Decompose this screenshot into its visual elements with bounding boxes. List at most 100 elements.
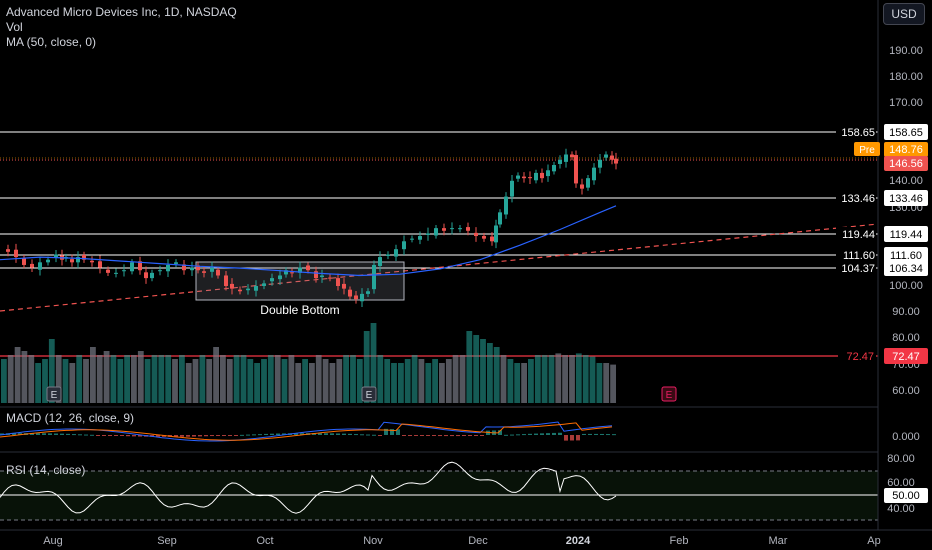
level-left-158: 158.65 [841,127,875,139]
volume-bar [124,355,130,403]
macd-hist-bar [114,435,118,436]
volume-bar [541,355,548,403]
candle [442,223,446,236]
volume-bar [213,347,219,403]
volume-bar [473,335,480,403]
macd-hist-bar [12,433,16,435]
macd-hist-bar [480,435,484,436]
volume-bar [555,353,562,403]
volume-bars [1,323,616,403]
volume-bar [398,363,404,403]
volume-bar [432,359,438,403]
candle [426,227,430,241]
macd-hist-bar [252,434,256,436]
candle [22,254,26,269]
macd-hist-bar [372,434,376,436]
earnings-marker-2-label: E [366,390,373,401]
macd-hist-bar [48,433,52,435]
candle [290,267,294,278]
candle [320,269,324,283]
volume-bar [377,355,384,403]
candle [458,224,462,233]
macd-hist-bar [210,435,214,437]
volume-bar [233,355,240,403]
volume-bar [69,363,76,403]
candle [614,152,618,170]
macd-hist-bar [54,433,58,435]
macd-hist-bar [594,433,598,435]
volume-bar [144,359,151,403]
time-label: Mar [769,535,788,547]
time-label: Oct [256,535,273,547]
volume-bar [76,355,83,403]
candle [522,172,526,183]
volume-bar [350,355,356,403]
candle [516,172,520,182]
volume-bar [14,347,21,403]
earnings-marker-future[interactable]: E [661,386,677,402]
macd-hist-bar [36,433,40,435]
macd-hist-bar [72,434,76,436]
volume-bar [528,359,534,403]
volume-bar [62,359,69,403]
volume-bar [363,331,370,403]
price-tick: 80.00 [892,332,920,344]
candle [306,262,310,274]
macd-legend[interactable]: MACD (12, 26, close, 9) [6,411,135,425]
volume-legend[interactable]: Vol [6,20,23,34]
volume-bar [466,331,473,403]
candle [378,251,382,272]
macd-hist-bar [246,434,250,436]
candle [540,168,544,183]
candle [284,267,288,278]
macd-hist-bar [468,435,472,436]
macd-hist-bar [240,434,244,436]
macd-hist-bar [336,433,340,435]
candle [122,264,126,277]
macd-hist-bar [312,433,316,435]
candle [328,274,332,282]
volume-bar [295,363,302,403]
candle [434,224,438,239]
earnings-marker-1[interactable]: E [46,386,62,402]
macd-hist-bar [204,435,208,437]
candle [482,232,486,242]
rsi-legend[interactable]: RSI (14, close) [6,463,86,477]
level-axis-badges: 158.65 133.46 119.44 111.60 106.34 72.47 [884,124,928,364]
symbol-title[interactable]: Advanced Micro Devices Inc, 1D, NASDAQ [6,5,237,19]
candle [70,254,74,267]
volume-bar [110,355,117,403]
candle [174,259,178,268]
macd-hist-bar [108,435,112,436]
currency-button[interactable]: USD [883,3,925,25]
time-label: Dec [468,535,488,547]
macd-hist-bar [606,434,610,436]
macd-hist-bar [402,435,406,436]
earnings-marker-2[interactable]: E [361,386,377,402]
volume-bar [247,359,254,403]
volume-bar [302,359,308,403]
macd-hist-bar [318,433,322,435]
macd-hist-bar [330,433,334,435]
volume-bar [267,355,274,403]
rsi-level-badge: 50.00 [892,490,920,502]
volume-bar [274,355,281,403]
ma-legend[interactable]: MA (50, close, 0) [6,35,97,49]
volume-bar [589,356,596,403]
candle [158,265,162,276]
macd-hist-bar [342,433,346,435]
time-axis[interactable]: Aug Sep Oct Nov Dec 2024 Feb Mar Ap [0,529,932,547]
volume-bar [439,363,445,403]
volume-bar [55,355,62,403]
macd-hist-bar [270,433,274,435]
macd-hist-bar [126,435,130,437]
rsi-tick-60: 60.00 [887,477,915,489]
macd-hist-bar [96,435,100,436]
ma50-line [0,205,617,277]
rsi-line [0,461,617,514]
price-tick: 100.00 [889,280,923,292]
macd-hist-bar [588,433,592,435]
volume-bar [103,351,110,403]
level-left-111: 111.60 [843,250,875,262]
